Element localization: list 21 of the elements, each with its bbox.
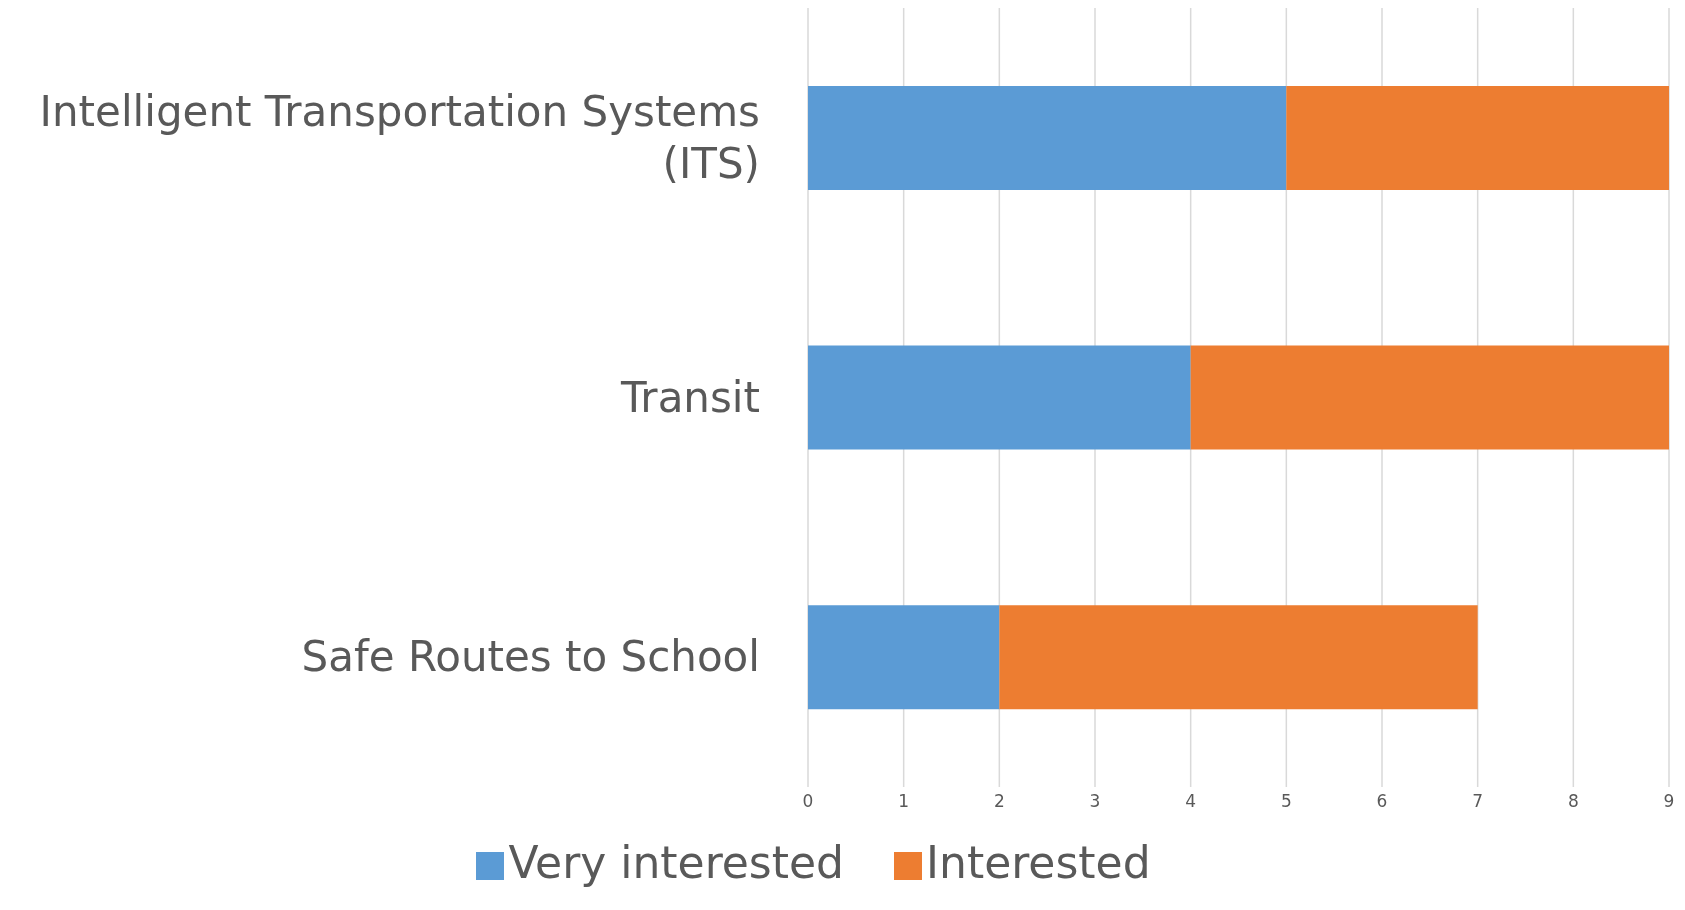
bar	[999, 605, 1478, 710]
bar	[1190, 345, 1669, 450]
x-tick-label: 3	[1089, 791, 1101, 812]
x-tick-label: 1	[898, 791, 910, 812]
x-tick-label: 4	[1185, 791, 1197, 812]
legend-label: Interested	[926, 837, 1151, 888]
y-tick-label: Transit	[619, 372, 760, 422]
x-tick-label: 7	[1472, 791, 1484, 812]
x-tick-label: 6	[1376, 791, 1388, 812]
y-tick-label: Safe Routes to School	[301, 632, 760, 682]
x-tick-label: 8	[1567, 791, 1579, 812]
bar	[808, 345, 1191, 450]
bar	[1286, 85, 1669, 190]
legend-label: Very interested	[508, 837, 845, 888]
bar	[808, 605, 1000, 710]
y-tick-label: Intelligent Transportation Systems (ITS)	[39, 86, 760, 188]
x-tick-label: 2	[993, 791, 1005, 812]
x-tick-label: 0	[802, 791, 814, 812]
bar	[808, 85, 1287, 190]
x-tick-label: 5	[1280, 791, 1292, 812]
x-tick-label: 9	[1663, 791, 1675, 812]
